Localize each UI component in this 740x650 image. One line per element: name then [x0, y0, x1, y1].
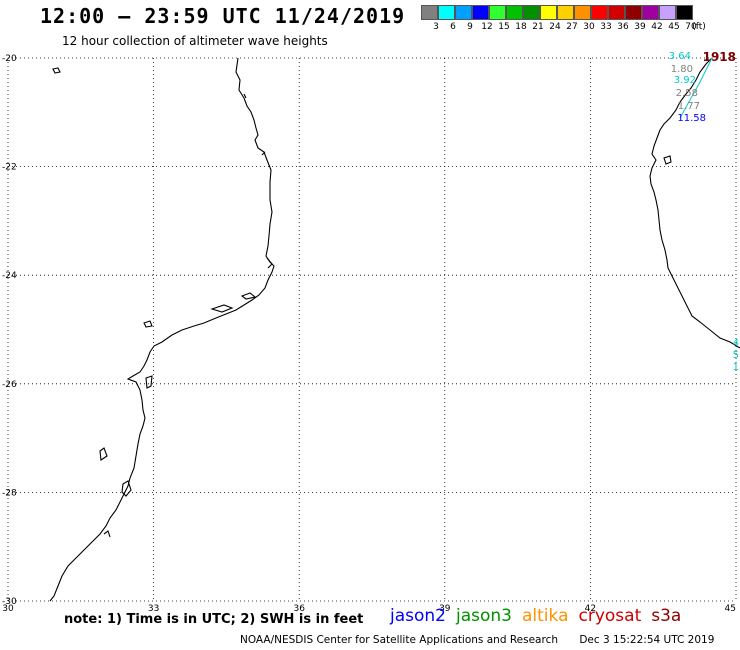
track-value: 3.92: [674, 75, 696, 86]
track-value: 1.80: [671, 64, 693, 75]
scale-swatch-36: [608, 5, 625, 20]
track-value: 1.77: [678, 101, 700, 112]
lon-label: 36: [293, 604, 305, 614]
scale-swatch-39: [625, 5, 642, 20]
mission-altika: altika: [522, 606, 569, 626]
edge-value: 4: [733, 338, 739, 349]
scale-tick-39: 39: [634, 22, 646, 32]
scale-tick-42: 42: [651, 22, 663, 32]
scale-tick-21: 21: [532, 22, 544, 32]
mission-legend: jason2 jason3 altika cryosat s3a: [390, 606, 691, 626]
scale-swatch-6: [438, 5, 455, 20]
scale-tick-33: 33: [600, 22, 612, 32]
graticule: [7, 57, 737, 602]
satellite-track: [679, 57, 713, 119]
track-value: 11.58: [677, 113, 706, 124]
scale-tick-18: 18: [515, 22, 527, 32]
scale-swatch-42: [642, 5, 659, 20]
scale-tick-6: 6: [450, 22, 456, 32]
scale-swatch-21: [523, 5, 540, 20]
scale-tick-9: 9: [467, 22, 473, 32]
credit-text: NOAA/NESDIS Center for Satellite Applica…: [240, 634, 558, 646]
longitude-labels: 30 33 36 39 42 45: [2, 604, 736, 614]
scale-swatch-30: [574, 5, 591, 20]
scale-unit: (ft): [692, 22, 706, 32]
lon-label: 33: [148, 604, 159, 614]
lat-label: -24: [2, 271, 17, 281]
lat-label: -26: [2, 380, 17, 390]
scale-swatch-70: [676, 5, 693, 20]
scale-swatch-24: [540, 5, 557, 20]
mission-jason2: jason2: [390, 606, 446, 626]
scale-swatch-18: [506, 5, 523, 20]
lon-label: 45: [725, 604, 736, 614]
scale-swatch-3: [421, 5, 438, 20]
scale-tick-24: 24: [549, 22, 561, 32]
generation-timestamp: Dec 3 15:22:54 UTC 2019: [579, 634, 715, 646]
edge-value: 1: [733, 362, 739, 373]
scale-tick-12: 12: [481, 22, 493, 32]
lat-label: -20: [2, 54, 17, 64]
latitude-labels: -20 -22 -24 -26 -28 -30: [2, 54, 17, 607]
lat-label: -22: [2, 163, 17, 173]
credit-line: NOAA/NESDIS Center for Satellite Applica…: [240, 634, 732, 646]
scale-swatch-27: [557, 5, 574, 20]
scale-swatch-12: [472, 5, 489, 20]
chart-title: 12:00 – 23:59 UTC 11/24/2019: [40, 4, 406, 28]
scale-tick-15: 15: [498, 22, 510, 32]
scale-tick-70: 70: [685, 22, 697, 32]
track-value: 2.58: [676, 88, 698, 99]
scale-tick-45: 45: [668, 22, 680, 32]
lat-label: -28: [2, 488, 17, 498]
mission-cryosat: cryosat: [578, 606, 642, 626]
mission-jason3: jason3: [456, 606, 512, 626]
lon-label: 39: [439, 604, 451, 614]
scale-tick-3: 3: [433, 22, 439, 32]
lat-label: -30: [2, 597, 17, 607]
scale-swatch-33: [591, 5, 608, 20]
africa-coastline: [49, 57, 275, 602]
scale-swatch-9: [455, 5, 472, 20]
madagascar-coastline: [649, 57, 740, 349]
chart-subtitle: 12 hour collection of altimeter wave hei…: [62, 34, 328, 48]
scale-tick-36: 36: [617, 22, 629, 32]
scale-swatch-15: [489, 5, 506, 20]
scale-tick-30: 30: [583, 22, 595, 32]
lon-label: 30: [2, 604, 14, 614]
lon-label: 42: [585, 604, 596, 614]
track-value: 3.64: [669, 51, 691, 62]
track-label-max: 1918: [703, 50, 736, 64]
scale-swatch-45: [659, 5, 676, 20]
edge-value: 5: [733, 350, 739, 361]
mission-s3a: s3a: [651, 606, 682, 626]
footer-note: note: 1) Time is in UTC; 2) SWH is in fe…: [64, 612, 364, 627]
scale-tick-27: 27: [566, 22, 578, 32]
